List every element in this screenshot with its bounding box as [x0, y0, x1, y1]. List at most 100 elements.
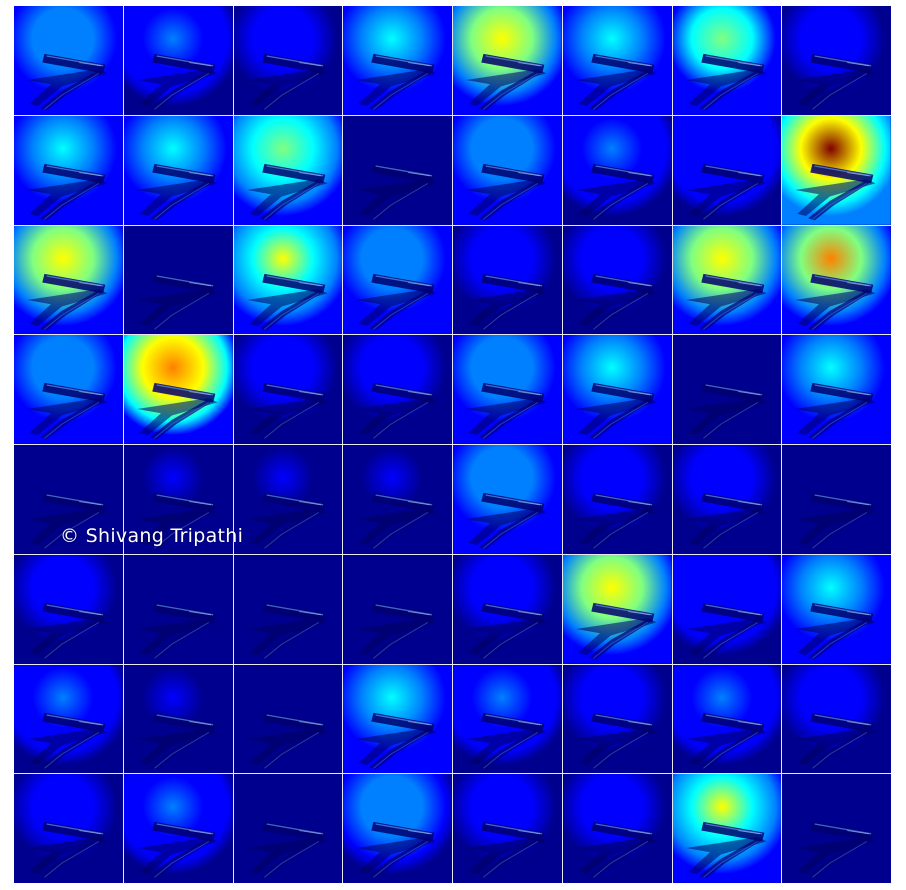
activation-heatmap	[343, 335, 452, 444]
feature-map-tile	[233, 664, 343, 774]
activation-heatmap	[782, 554, 891, 664]
feature-map-tile	[562, 6, 672, 115]
activation-heatmap	[672, 6, 782, 115]
activation-heatmap	[562, 6, 672, 115]
feature-map-tile	[343, 774, 452, 883]
activation-heatmap	[14, 225, 123, 335]
feature-map-tile	[562, 774, 672, 883]
feature-map-tile	[562, 335, 672, 444]
feature-map-tile	[233, 225, 343, 335]
activation-heatmap	[782, 664, 891, 774]
feature-map-tile	[672, 6, 782, 115]
feature-map-tile	[453, 445, 562, 554]
activation-heatmap	[123, 774, 233, 883]
activation-heatmap	[123, 335, 233, 444]
activation-heatmap	[233, 335, 343, 444]
activation-heatmap	[453, 664, 562, 774]
activation-heatmap	[672, 115, 782, 225]
feature-map-tile	[123, 225, 233, 335]
activation-heatmap	[343, 225, 452, 335]
activation-heatmap	[233, 6, 343, 115]
feature-map-tile	[233, 115, 343, 225]
activation-heatmap	[782, 6, 891, 115]
feature-map-tile	[782, 664, 891, 774]
activation-heatmap	[14, 554, 123, 664]
activation-heatmap	[453, 225, 562, 335]
feature-map-tile	[233, 335, 343, 444]
activation-heatmap	[672, 774, 782, 883]
activation-heatmap	[782, 335, 891, 444]
feature-map-tile	[14, 225, 123, 335]
feature-map-tile	[14, 335, 123, 444]
feature-map-tile	[672, 774, 782, 883]
activation-heatmap	[453, 115, 562, 225]
activation-heatmap	[123, 664, 233, 774]
activation-heatmap	[562, 664, 672, 774]
activation-heatmap	[233, 445, 343, 554]
activation-heatmap	[343, 774, 452, 883]
activation-heatmap	[123, 554, 233, 664]
activation-heatmap	[782, 774, 891, 883]
activation-heatmap	[562, 115, 672, 225]
feature-map-tile	[672, 554, 782, 664]
activation-heatmap	[672, 445, 782, 554]
feature-map-tile	[782, 6, 891, 115]
feature-map-tile	[14, 6, 123, 115]
feature-map-tile	[782, 445, 891, 554]
activation-heatmap	[343, 664, 452, 774]
activation-heatmap	[782, 225, 891, 335]
feature-map-tile	[123, 445, 233, 554]
activation-heatmap	[233, 554, 343, 664]
feature-map-grid	[14, 6, 891, 883]
feature-map-tile	[14, 664, 123, 774]
feature-map-tile	[453, 115, 562, 225]
activation-heatmap	[453, 554, 562, 664]
feature-map-tile	[782, 335, 891, 444]
activation-heatmap	[343, 445, 452, 554]
feature-map-tile	[562, 554, 672, 664]
activation-heatmap	[233, 225, 343, 335]
activation-heatmap	[562, 554, 672, 664]
feature-map-tile	[672, 225, 782, 335]
activation-heatmap	[233, 664, 343, 774]
activation-heatmap	[233, 115, 343, 225]
activation-heatmap	[123, 445, 233, 554]
activation-heatmap	[562, 225, 672, 335]
activation-heatmap	[14, 445, 123, 554]
activation-heatmap	[672, 225, 782, 335]
feature-map-tile	[123, 115, 233, 225]
activation-heatmap	[343, 115, 452, 225]
feature-map-tile	[782, 554, 891, 664]
feature-map-tile	[453, 774, 562, 883]
activation-heatmap	[14, 774, 123, 883]
feature-map-tile	[453, 554, 562, 664]
feature-map-tile	[782, 225, 891, 335]
feature-map-tile	[453, 6, 562, 115]
feature-map-tile	[453, 335, 562, 444]
copyright-watermark: © Shivang Tripathi	[60, 525, 244, 547]
feature-map-tile	[233, 445, 343, 554]
activation-heatmap	[123, 6, 233, 115]
feature-map-tile	[343, 6, 452, 115]
feature-map-tile	[453, 664, 562, 774]
activation-heatmap	[14, 6, 123, 115]
activation-heatmap	[233, 774, 343, 883]
activation-heatmap	[672, 664, 782, 774]
feature-map-tile	[562, 664, 672, 774]
feature-map-tile	[672, 445, 782, 554]
activation-heatmap	[453, 445, 562, 554]
feature-map-tile	[672, 115, 782, 225]
feature-map-tile	[562, 225, 672, 335]
feature-map-tile	[343, 115, 452, 225]
feature-map-tile	[782, 115, 891, 225]
feature-map-tile	[233, 554, 343, 664]
feature-map-tile	[14, 115, 123, 225]
activation-heatmap	[123, 115, 233, 225]
feature-map-tile	[672, 664, 782, 774]
feature-map-tile	[343, 664, 452, 774]
feature-map-tile	[343, 445, 452, 554]
feature-map-tile	[233, 6, 343, 115]
activation-heatmap	[562, 445, 672, 554]
feature-map-tile	[343, 554, 452, 664]
feature-map-tile	[123, 554, 233, 664]
